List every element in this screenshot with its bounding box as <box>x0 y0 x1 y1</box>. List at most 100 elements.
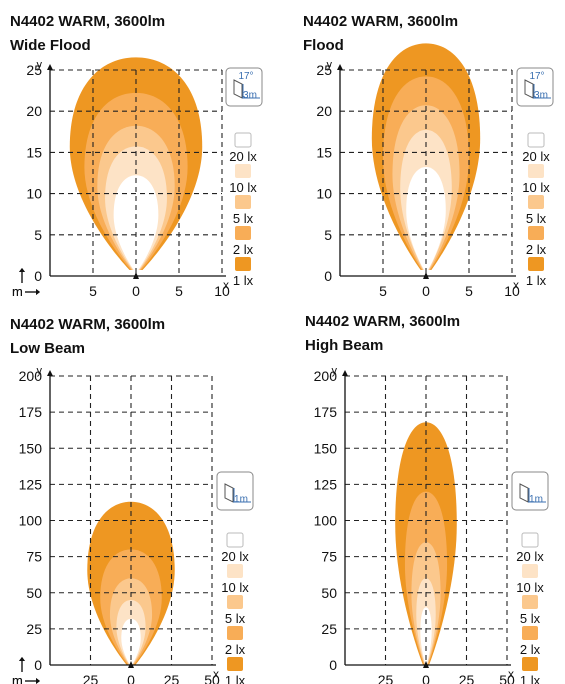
unit-arrow-right-head <box>36 678 40 684</box>
x-tick-label: 10 <box>504 283 520 299</box>
mounting-icon: 1m <box>511 471 549 511</box>
y-tick-label: 5 <box>324 227 332 243</box>
legend-swatch-lx1 <box>528 257 544 271</box>
y-tick-label: 10 <box>316 186 332 202</box>
x-tick-label: 50 <box>204 672 220 684</box>
chart-title-line2: Wide Flood <box>10 37 91 54</box>
grid-lines <box>50 69 223 276</box>
grid-lines <box>50 375 213 665</box>
legend-label: 5 lx <box>225 611 246 626</box>
chart-title-line1: N4402 WARM, 3600lm <box>303 13 459 30</box>
lux-legend: 20 lx 10 lx 5 lx 2 lx 1 lx <box>229 132 257 288</box>
legend-swatch-lx20 <box>234 132 252 148</box>
y-axis-label: y <box>37 59 43 71</box>
tilt-angle-label: 17° <box>238 71 253 82</box>
legend-swatch-lx2 <box>528 226 544 240</box>
lux-legend: 20 lx 10 lx 5 lx 2 lx 1 lx <box>516 532 544 684</box>
x-axis-label: x <box>223 278 229 292</box>
legend-label: 2 lx <box>526 242 547 257</box>
x-tick-label: 25 <box>164 672 180 684</box>
mounting-distance-label: 1m <box>234 494 248 505</box>
x-tick-label: 5 <box>465 283 473 299</box>
x-tick-label: 0 <box>422 283 430 299</box>
chart-title-line1: N4402 WARM, 3600lm <box>305 313 461 330</box>
mounting-icon: 17° 3m <box>225 67 263 107</box>
legend-swatch-lx1 <box>227 657 243 671</box>
x-tick-label: 0 <box>132 283 140 299</box>
legend-swatch-lx2 <box>227 626 243 640</box>
legend-label: 1 lx <box>225 673 246 684</box>
y-tick-label: 200 <box>314 368 338 384</box>
y-tick-label: 25 <box>26 621 42 637</box>
origin-marker <box>423 661 429 668</box>
mounting-distance-label: 1m <box>529 494 543 505</box>
chart-title-line2: High Beam <box>305 337 384 354</box>
legend-label: 10 lx <box>229 180 257 195</box>
y-tick-label: 15 <box>26 144 42 160</box>
axes <box>49 372 216 666</box>
y-axis-arrow <box>47 370 53 376</box>
chart-title-line1: N4402 WARM, 3600lm <box>10 316 166 333</box>
legend-label: 2 lx <box>233 242 254 257</box>
legend-swatch-lx5 <box>227 595 243 609</box>
mounting-icon-frame <box>511 471 549 511</box>
lux-legend: 20 lx 10 lx 5 lx 2 lx 1 lx <box>522 132 550 288</box>
legend-label: 5 lx <box>233 211 254 226</box>
x-tick-label: 5 <box>175 283 183 299</box>
unit-arrow-up-head <box>19 268 25 272</box>
y-tick-label: 75 <box>321 549 337 565</box>
legend-label: 20 lx <box>522 149 550 164</box>
y-tick-label: 0 <box>34 268 42 284</box>
grid-lines <box>345 375 508 665</box>
unit-arrow-right-head <box>36 289 40 295</box>
unit-arrow-up-head <box>19 657 25 661</box>
legend-swatch-lx10 <box>235 164 251 178</box>
y-tick-label: 200 <box>19 368 43 384</box>
x-tick-label: 0 <box>127 672 135 684</box>
legend-label: 1 lx <box>520 673 541 684</box>
y-tick-label: 150 <box>314 440 338 456</box>
mounting-distance-label: 3m <box>243 90 257 101</box>
mounting-icon-frame <box>216 471 254 511</box>
y-axis-arrow <box>337 64 343 70</box>
mounting-icon-frame <box>516 67 554 107</box>
mounting-icon: 1m <box>216 471 254 511</box>
legend-label: 20 lx <box>229 149 257 164</box>
legend-swatch-lx20 <box>226 532 244 548</box>
y-tick-label: 125 <box>19 476 43 492</box>
y-tick-label: 175 <box>19 404 43 420</box>
legend-label: 10 lx <box>522 180 550 195</box>
lux-legend: 20 lx 10 lx 5 lx 2 lx 1 lx <box>221 532 249 684</box>
y-tick-label: 0 <box>34 657 42 673</box>
legend-label: 20 lx <box>516 549 544 564</box>
y-tick-label: 25 <box>26 62 42 78</box>
y-tick-label: 50 <box>26 585 42 601</box>
legend-label: 1 lx <box>526 273 547 288</box>
x-tick-label: 25 <box>83 672 99 684</box>
y-tick-label: 50 <box>321 585 337 601</box>
y-tick-label: 0 <box>329 657 337 673</box>
legend-label: 10 lx <box>516 580 544 595</box>
x-tick-label: 5 <box>89 283 97 299</box>
y-tick-label: 150 <box>19 440 43 456</box>
y-tick-label: 20 <box>26 103 42 119</box>
x-tick-label: 5 <box>379 283 387 299</box>
mounting-icon-frame <box>225 67 263 107</box>
legend-swatch-lx1 <box>522 657 538 671</box>
y-tick-label: 125 <box>314 476 338 492</box>
unit-label: m <box>12 673 23 684</box>
y-tick-label: 100 <box>19 513 43 529</box>
y-tick-label: 25 <box>316 62 332 78</box>
y-tick-label: 0 <box>324 268 332 284</box>
y-tick-label: 10 <box>26 186 42 202</box>
legend-swatch-lx2 <box>235 226 251 240</box>
y-tick-label: 100 <box>314 513 338 529</box>
y-axis-label: y <box>37 365 43 377</box>
legend-swatch-lx2 <box>522 626 538 640</box>
x-tick-label: 0 <box>422 672 430 684</box>
x-axis-label: x <box>513 278 519 292</box>
legend-label: 10 lx <box>221 580 249 595</box>
legend-label: 2 lx <box>520 642 541 657</box>
